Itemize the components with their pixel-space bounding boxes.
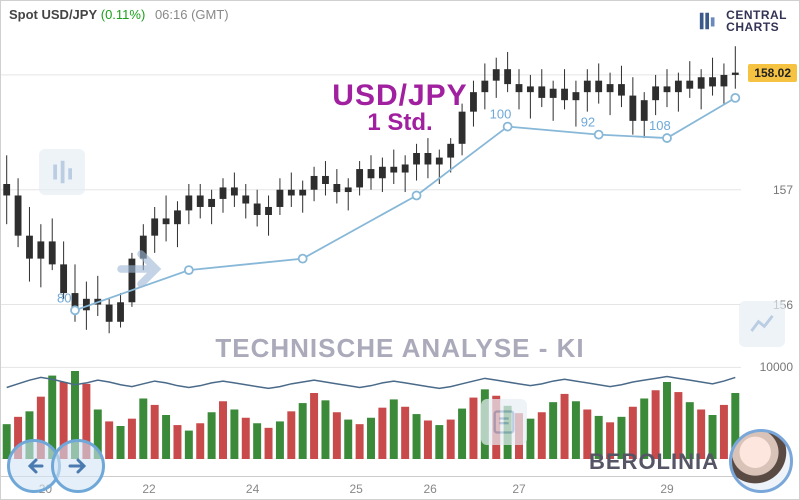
x-tick: 24: [246, 482, 259, 496]
svg-text:100: 100: [490, 107, 512, 122]
watermark-trend-icon: [739, 301, 785, 347]
watermark-arrow-icon: [111, 239, 171, 299]
watermark-doc-icon: [481, 399, 527, 445]
pair-label: Spot USD/JPY: [9, 7, 97, 22]
watermark-candle-icon: [39, 149, 85, 195]
volume-chart[interactable]: [1, 349, 741, 459]
x-tick: 27: [512, 482, 525, 496]
nav-next-button[interactable]: [51, 439, 105, 493]
x-axis: 20222425262729: [1, 476, 741, 499]
x-tick: 26: [424, 482, 437, 496]
svg-text:80: 80: [57, 290, 71, 305]
last-price-badge: 158.02: [748, 64, 797, 82]
x-tick: 25: [350, 482, 363, 496]
price-y-tick: 157: [773, 183, 793, 197]
volume-y-tick: 10000: [760, 360, 793, 374]
price-y-axis: 156157158158.02: [739, 29, 799, 339]
header-bar: Spot USD/JPY (0.11%) 06:16 (GMT): [9, 7, 229, 22]
x-tick: 22: [142, 482, 155, 496]
pct-change: (0.11%): [101, 7, 146, 22]
brand-label: BEROLINIA: [589, 449, 719, 475]
svg-text:108: 108: [649, 118, 671, 133]
time-label: 06:16 (GMT): [155, 7, 229, 22]
nav-arrows[interactable]: [7, 439, 95, 493]
chart-container: Spot USD/JPY (0.11%) 06:16 (GMT) CENTRAL…: [0, 0, 800, 500]
avatar-icon[interactable]: [729, 429, 793, 493]
svg-text:92: 92: [581, 115, 595, 130]
x-tick: 29: [660, 482, 673, 496]
